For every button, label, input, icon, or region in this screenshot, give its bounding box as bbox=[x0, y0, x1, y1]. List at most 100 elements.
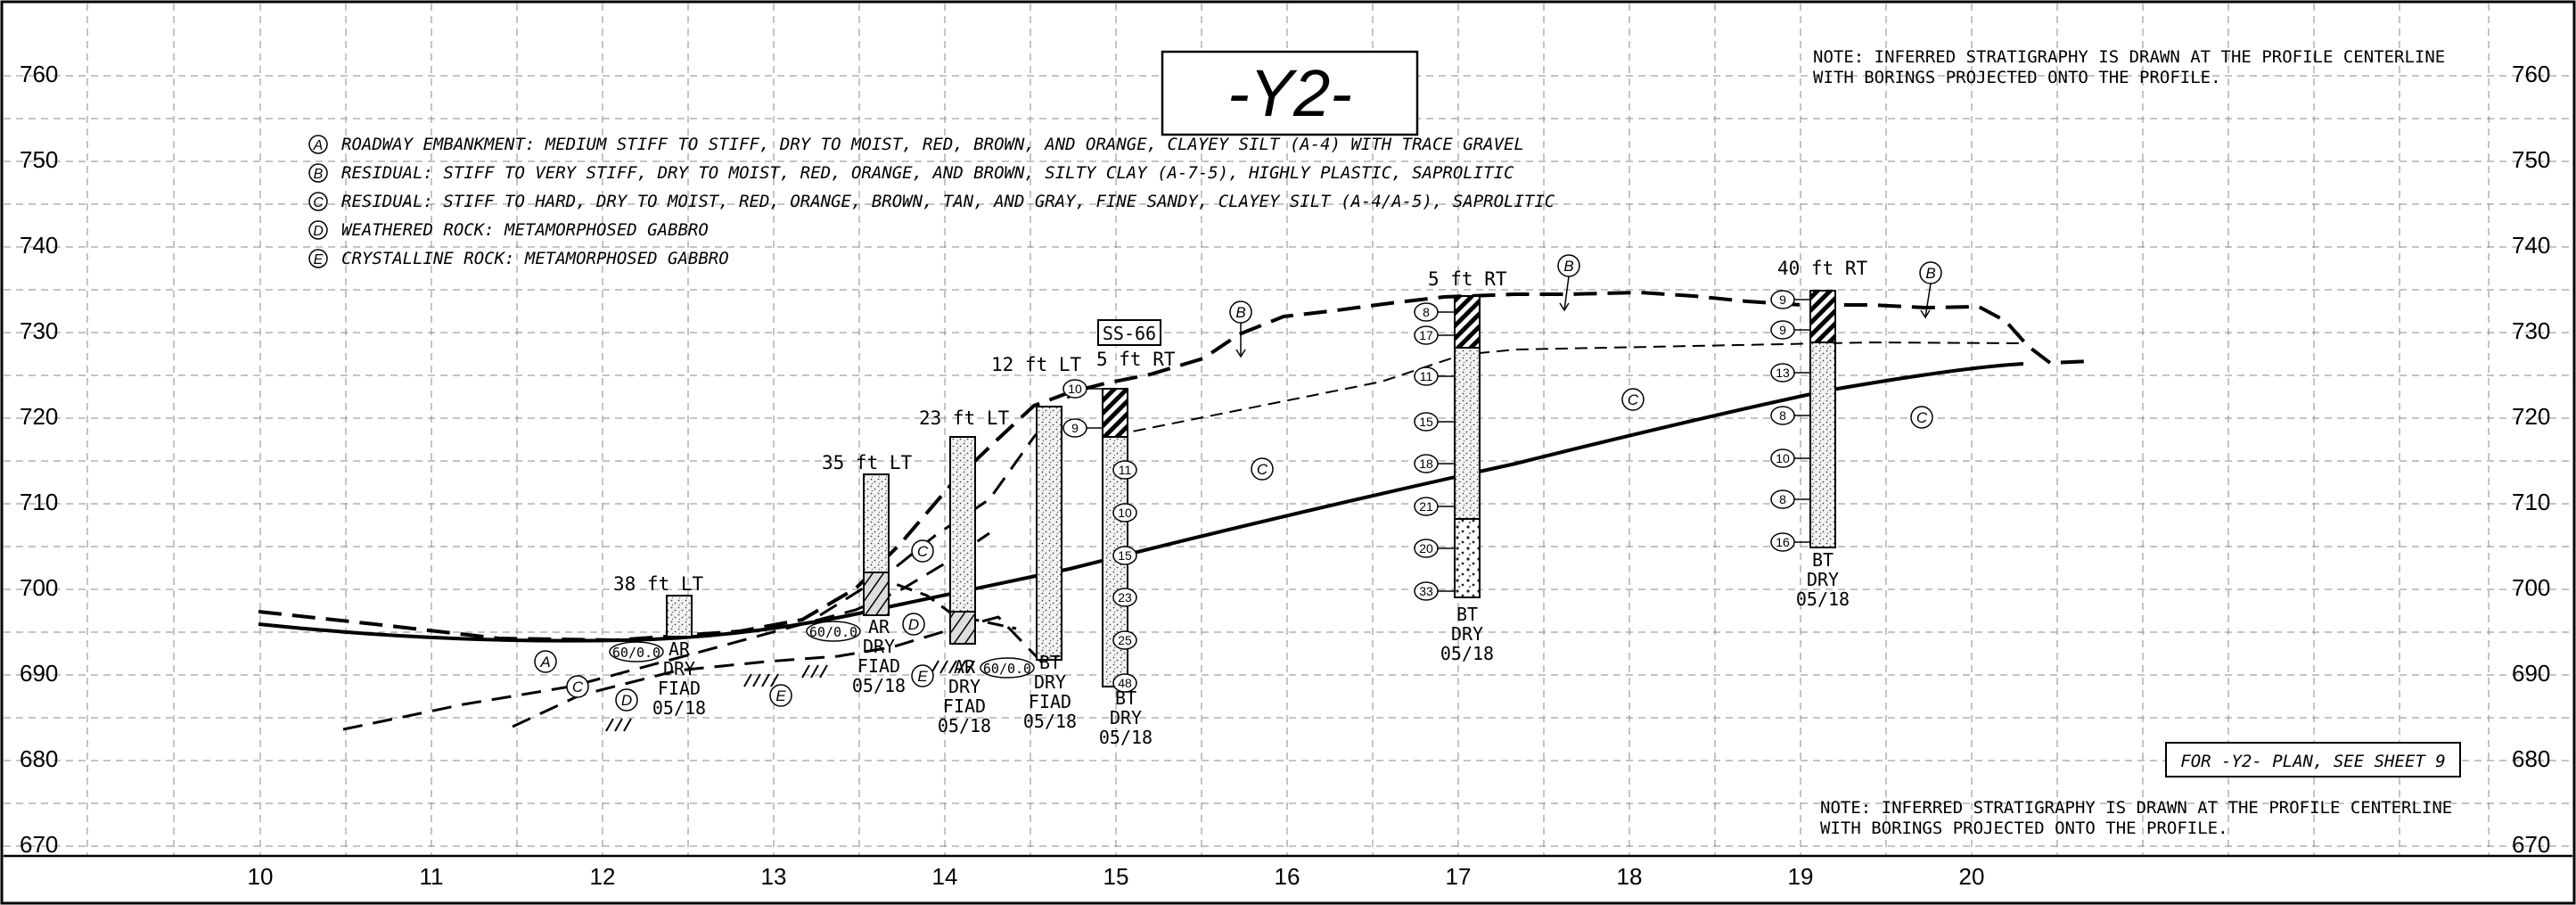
spt-bubble bbox=[1770, 363, 1795, 383]
offset-5ft-rt-17: 5 ft RT bbox=[1428, 268, 1507, 290]
boring-status-line: FIAD bbox=[857, 655, 900, 677]
legend-key: D bbox=[313, 224, 324, 239]
spt-value: 15 bbox=[1419, 415, 1433, 429]
note-top-line-1: NOTE: INFERRED STRATIGRAPHY IS DRAWN AT … bbox=[1813, 47, 2445, 67]
stratum-label: E bbox=[917, 668, 928, 685]
spt-value: 48 bbox=[1118, 676, 1132, 690]
boring-status-line: 05/18 bbox=[938, 715, 991, 736]
offset-12ft-lt: 12 ft LT bbox=[991, 354, 1082, 375]
legend-item: ROADWAY EMBANKMENT: MEDIUM STIFF TO STIF… bbox=[341, 135, 1524, 154]
boring-status-line: BT bbox=[1456, 604, 1478, 625]
spt-bubble bbox=[1112, 630, 1137, 650]
x-tick: 10 bbox=[248, 863, 274, 890]
spt-bubble bbox=[1112, 546, 1137, 565]
spt-bubble bbox=[1770, 490, 1795, 509]
spt-value: 10 bbox=[1068, 382, 1082, 396]
offset-5ft-rt-ss66: 5 ft RT bbox=[1096, 349, 1176, 370]
stratum-label: D bbox=[621, 692, 632, 709]
stratum-label: C bbox=[572, 679, 584, 695]
boring-status-line: 05/18 bbox=[1796, 588, 1850, 610]
boring-status-line: BT bbox=[1039, 652, 1061, 673]
boring-23ft-lt-weathered bbox=[949, 611, 976, 645]
stratum-label-circle bbox=[902, 613, 925, 636]
boring-35ft-lt bbox=[863, 473, 890, 573]
note-bottom: NOTE: INFERRED STRATIGRAPHY IS DRAWN AT … bbox=[1820, 798, 2452, 838]
stratum-label: B bbox=[1235, 304, 1245, 321]
boring-tag-box bbox=[1097, 319, 1161, 346]
x-tick: 16 bbox=[1275, 863, 1300, 890]
boring-17-fill bbox=[1454, 295, 1481, 349]
stratum-label-circle bbox=[566, 675, 589, 698]
stratum-label-circle bbox=[911, 664, 934, 687]
boring-status-line: DRY bbox=[1451, 623, 1483, 645]
spt-bubble bbox=[1112, 673, 1137, 693]
boring-status-line: BT bbox=[1812, 549, 1834, 571]
spt-value: 15 bbox=[1118, 548, 1132, 563]
spt-value: 13 bbox=[1776, 366, 1790, 380]
legend-key-circle bbox=[308, 135, 328, 154]
refusal-labels: 60/0.0 60/0.0 60/0.0 bbox=[609, 621, 1035, 679]
spt-value: 11 bbox=[1119, 463, 1132, 477]
legend-key: E bbox=[314, 252, 324, 267]
x-axis: 10 11 12 13 14 15 16 17 18 19 20 bbox=[248, 863, 1985, 890]
boring-17 bbox=[1454, 347, 1481, 520]
legend-key: B bbox=[314, 167, 324, 182]
spt-bubble bbox=[1414, 454, 1439, 473]
crystalline-rock-boundary-line bbox=[512, 615, 1045, 728]
boring-tag: SS-66 bbox=[1103, 323, 1156, 344]
weathered-rock-boundary-line bbox=[342, 531, 990, 731]
spt-bubble bbox=[1414, 581, 1439, 601]
stratum-label-circle bbox=[615, 688, 638, 712]
borings bbox=[666, 290, 1836, 687]
y-tick-right: 720 bbox=[2512, 403, 2550, 430]
stratum-label: B bbox=[1925, 265, 1935, 282]
stratum-label-circle bbox=[1251, 457, 1274, 481]
stratum-labels: A C D E C D E C B B C B C bbox=[534, 254, 1942, 712]
spt-value: 9 bbox=[1779, 323, 1786, 337]
embankment-boundary-line bbox=[1113, 341, 2024, 436]
boring-40ft-rt-fill bbox=[1809, 290, 1836, 343]
boring-status-line: DRY bbox=[1807, 569, 1839, 590]
spt-blow-counts: 10 9 11 10 15 23 25 48 8 17 11 15 18 21 20 33 9 9 13 8 10 8 16 bbox=[1062, 290, 1810, 693]
boring-status-line: DRY bbox=[663, 658, 695, 679]
section-curve-2 bbox=[873, 574, 1017, 630]
spt-bubble bbox=[1770, 406, 1795, 425]
y-tick-right: 680 bbox=[2512, 745, 2550, 772]
profile-title: -Y2- bbox=[1227, 56, 1352, 130]
stratum-label: A bbox=[539, 654, 550, 671]
legend: A ROADWAY EMBANKMENT: MEDIUM STIFF TO STI… bbox=[308, 135, 1555, 268]
boring-17-coarse bbox=[1454, 518, 1481, 598]
spt-bubble bbox=[1112, 503, 1137, 522]
boring-offset-labels: 38 ft LT 35 ft LT 23 ft LT 12 ft LT 5 ft… bbox=[613, 258, 1868, 595]
legend-key-circle bbox=[308, 220, 328, 240]
y-tick-right: 670 bbox=[2512, 831, 2550, 858]
boring-40ft-rt bbox=[1809, 341, 1836, 548]
title-box bbox=[1161, 50, 1419, 136]
spt-value: 8 bbox=[1779, 492, 1786, 506]
boring-35ft-lt-weathered bbox=[863, 572, 890, 616]
spt-bubble bbox=[1414, 539, 1439, 558]
y-tick-left: 760 bbox=[20, 61, 58, 87]
spt-value: 18 bbox=[1419, 457, 1433, 471]
y-tick-left: 670 bbox=[20, 831, 58, 858]
legend-key-circle bbox=[308, 192, 328, 211]
y-tick-left: 710 bbox=[20, 489, 58, 515]
y-tick-right: 750 bbox=[2512, 146, 2550, 173]
legend-key: A bbox=[313, 138, 324, 153]
spt-bubble bbox=[1414, 412, 1439, 432]
y-tick-left: 700 bbox=[20, 574, 58, 601]
spt-bubble bbox=[1770, 448, 1795, 468]
y-tick-right: 760 bbox=[2512, 61, 2550, 87]
legend-key: C bbox=[313, 195, 324, 210]
ground-surface-line bbox=[258, 290, 2091, 643]
y-tick-left: 720 bbox=[20, 403, 58, 430]
residual-boundary-line bbox=[258, 362, 2024, 643]
boring-status-line: 05/18 bbox=[1099, 727, 1153, 748]
stratum-label: C bbox=[1257, 461, 1268, 478]
spt-value: 16 bbox=[1776, 535, 1790, 549]
offset-23ft-lt: 23 ft LT bbox=[919, 407, 1010, 429]
legend-key-circle bbox=[308, 163, 328, 183]
y-axis-right: 760 750 740 730 720 710 700 690 680 670 bbox=[2512, 61, 2550, 858]
offset-40ft-rt: 40 ft RT bbox=[1777, 258, 1868, 279]
